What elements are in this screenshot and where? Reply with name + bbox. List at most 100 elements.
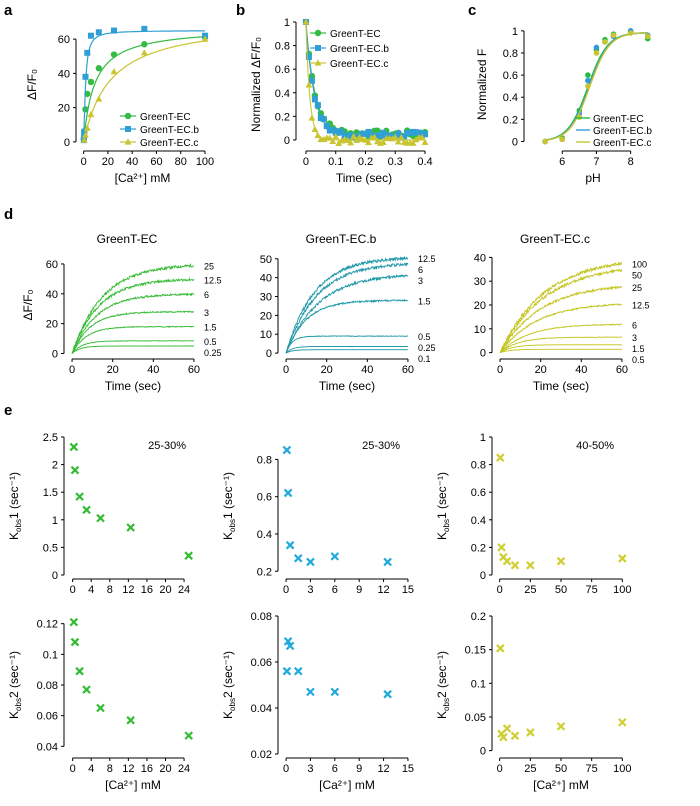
x-stroke xyxy=(306,687,315,697)
y-label-tail: 2 (sec⁻¹) xyxy=(221,651,235,698)
data-point xyxy=(418,133,426,141)
x-stroke xyxy=(184,551,193,560)
x-tick-label: 24 xyxy=(178,763,190,775)
trace-label: 0.5 xyxy=(204,337,217,347)
y-tick-label: 0.4 xyxy=(257,529,272,541)
data-point-x xyxy=(69,442,79,452)
x-stroke xyxy=(497,543,506,552)
data-point xyxy=(338,137,346,144)
data-point xyxy=(326,134,334,141)
data-point xyxy=(338,129,345,136)
trace-label: 0.5 xyxy=(418,332,431,342)
y-axis-label: ΔF/F₀ xyxy=(21,289,35,320)
y-tick-label: 0.1 xyxy=(43,649,58,661)
x-tick-label: 0 xyxy=(497,584,503,596)
data-point-x xyxy=(75,492,84,501)
chart-title: GreenT-EC xyxy=(97,232,158,246)
y-tick-label: 0.8 xyxy=(275,41,290,53)
chart-d3: 0 20 40 60 0 10 20 30 40 Time (sec) GreenT-EC.c 100… xyxy=(474,232,650,393)
trace-line xyxy=(71,292,195,354)
x-stroke xyxy=(285,540,295,550)
x-tick-label: 100 xyxy=(613,763,631,775)
data-point xyxy=(80,136,88,143)
data-point-x xyxy=(556,722,566,731)
data-point xyxy=(422,131,429,138)
data-point xyxy=(576,114,583,120)
chart-d2: 0 20 40 60 0 10 20 30 40 50 Time (sec) GreenT-EC.b 1… xyxy=(260,232,436,393)
data-point-x xyxy=(184,551,193,560)
y-tick-label: 10 xyxy=(260,329,272,341)
legend-label: GreenT-EC.c xyxy=(330,59,388,70)
trace-line xyxy=(71,345,194,354)
y-tick-label: 1 xyxy=(284,17,290,29)
x-stroke xyxy=(69,442,79,452)
y-tick-label: 0.06 xyxy=(251,657,272,669)
x-tick-label: 4 xyxy=(88,763,94,775)
y-tick-label: 0.12 xyxy=(37,619,58,631)
trace-label: 3 xyxy=(418,276,423,286)
x-stroke xyxy=(306,557,315,567)
data-point-x xyxy=(526,561,535,570)
trace-label: 25 xyxy=(204,262,214,272)
x-stroke xyxy=(82,505,91,515)
legend-marker xyxy=(124,138,132,145)
y-tick-label: 0.2 xyxy=(503,114,518,126)
y-tick-label: 0.1 xyxy=(471,678,486,690)
trace-line xyxy=(500,348,622,354)
y-tick-label: 40 xyxy=(46,289,58,301)
trace-line xyxy=(499,336,622,353)
chart-e4: 0 4 8 12 16 20 24 0.04 0.06 0.08 0.1 0.12 [Ca²⁺] mM K… xyxy=(7,617,193,792)
y-tick-label: 10 xyxy=(474,324,486,336)
y-label-sub: obs xyxy=(228,519,237,532)
x-stroke xyxy=(383,557,392,567)
legend-marker xyxy=(314,59,322,66)
data-point-x xyxy=(497,543,506,552)
y-label-sub: obs xyxy=(228,698,237,711)
data-point xyxy=(110,51,118,58)
data-point xyxy=(602,39,608,45)
x-tick-label: 0 xyxy=(70,763,76,775)
trace-label: 0.1 xyxy=(418,354,431,364)
x-tick-label: 20 xyxy=(535,364,547,376)
annotation-label: 40-50% xyxy=(576,440,614,452)
y-tick-label: 0.04 xyxy=(37,741,58,753)
y-tick-label: 0.05 xyxy=(465,712,486,724)
legend-label: GreenT-EC.b xyxy=(140,125,199,136)
y-tick-label: 50 xyxy=(260,254,272,266)
y-label-k: K xyxy=(435,532,449,540)
x-stroke xyxy=(556,722,566,731)
x-tick-label: 0 xyxy=(81,156,87,168)
y-tick-label: 0.04 xyxy=(251,703,272,715)
data-point xyxy=(305,81,313,88)
x-tick-label: 40 xyxy=(147,364,159,376)
y-label-sub: obs xyxy=(14,519,23,532)
y-tick-label: 0.2 xyxy=(471,542,486,554)
x-stroke xyxy=(96,703,105,713)
y-tick-label: 0.8 xyxy=(471,460,486,472)
x-tick-label: 50 xyxy=(555,584,567,596)
data-point-x xyxy=(330,687,340,697)
x-tick-label: 24 xyxy=(178,584,190,596)
data-point xyxy=(585,72,591,78)
y-tick-label: 20 xyxy=(474,300,486,312)
legend-label: GreenT-EC xyxy=(593,114,644,125)
trace-label: 25 xyxy=(632,283,642,293)
y-tick-label: 0 xyxy=(64,137,70,149)
x-stroke xyxy=(75,492,84,501)
x-stroke xyxy=(618,718,627,727)
y-axis-label: Kobs2 (sec⁻¹) xyxy=(7,651,23,719)
data-point-x xyxy=(285,540,295,550)
y-axis-label: Kobs2 (sec⁻¹) xyxy=(221,651,237,719)
x-tick-label: 20 xyxy=(159,584,171,596)
y-tick-label: 0.08 xyxy=(37,680,58,692)
y-tick-label: 0.02 xyxy=(251,749,272,761)
legend-label: GreenT-EC xyxy=(330,29,381,40)
y-label-sub: obs xyxy=(442,698,451,711)
trace-label: 12.5 xyxy=(204,276,222,286)
x-stroke xyxy=(618,554,627,563)
x-axis-label: pH xyxy=(585,171,600,185)
y-tick-label: 2 xyxy=(52,460,58,472)
data-point xyxy=(141,41,148,48)
data-point xyxy=(110,68,118,75)
